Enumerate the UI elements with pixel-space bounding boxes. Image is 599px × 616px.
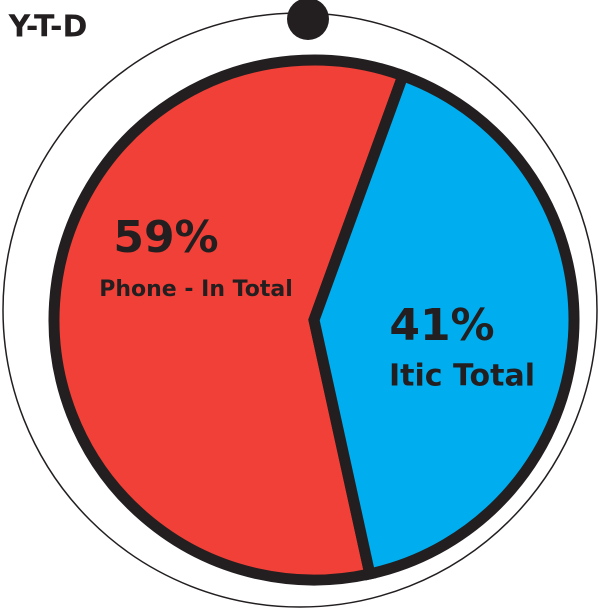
ring-knob (287, 0, 329, 40)
category-label: Phone - In Total (99, 277, 293, 302)
value-label: 59% (113, 212, 218, 263)
pie-slice (308, 68, 580, 581)
category-label: Itic Total (389, 359, 535, 394)
chart-title: Y-T-D (8, 10, 88, 45)
pie-slice (48, 54, 410, 586)
value-label: 41% (389, 300, 494, 351)
